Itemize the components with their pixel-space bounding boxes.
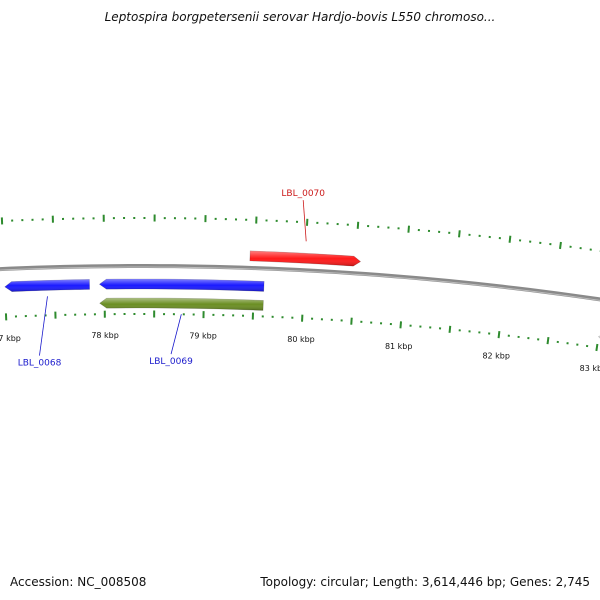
backbone-highlight <box>0 266 600 301</box>
gene-shading <box>249 250 361 267</box>
kbp-label: 82 kbp <box>482 352 510 361</box>
gene-shading <box>4 279 90 292</box>
outer-tick <box>407 225 410 233</box>
gene-label-leader <box>302 200 307 242</box>
outer-tick-ring <box>0 214 600 252</box>
outer-tick <box>559 241 562 250</box>
gene-label[interactable]: LBL_0069 <box>149 357 193 367</box>
kbp-label: 80 kbp <box>287 335 315 344</box>
label-layer: 77 kbp 78 kbp 79 kbp 80 kbp 81 kbp 82 kbp 83 k… <box>0 189 600 373</box>
inner-tick <box>595 343 599 352</box>
gene-label-leader <box>170 314 182 355</box>
kbp-label: 77 kbp <box>0 334 21 343</box>
inner-tick <box>399 321 403 329</box>
kbp-label: 83 kbp <box>580 364 600 373</box>
gene-label[interactable]: LBL_0070 <box>281 189 325 199</box>
inner-tick-ring <box>4 310 599 352</box>
map-title: Leptospira borgpetersenii serovar Hardjo… <box>104 10 496 24</box>
outer-tick <box>458 230 461 238</box>
backbone-track <box>0 264 600 302</box>
gene-layer <box>0 250 600 339</box>
kbp-label: 78 kbp <box>91 331 119 340</box>
inner-tick <box>448 325 452 333</box>
inner-tick <box>497 331 501 339</box>
gene-shading <box>99 279 265 292</box>
kbp-label: 81 kbp <box>385 342 413 351</box>
accession-text: Accession: NC_008508 <box>10 575 147 589</box>
gene-label[interactable]: LBL_0068 <box>18 359 62 369</box>
inner-tick <box>546 337 550 345</box>
outer-tick <box>508 235 512 243</box>
kbp-label: 79 kbp <box>189 332 217 341</box>
gene-label-leader <box>39 296 48 356</box>
backbone-layer <box>0 264 600 302</box>
topology-summary: Topology: circular; Length: 3,614,446 bp… <box>260 575 590 589</box>
gene-shading <box>99 298 264 311</box>
